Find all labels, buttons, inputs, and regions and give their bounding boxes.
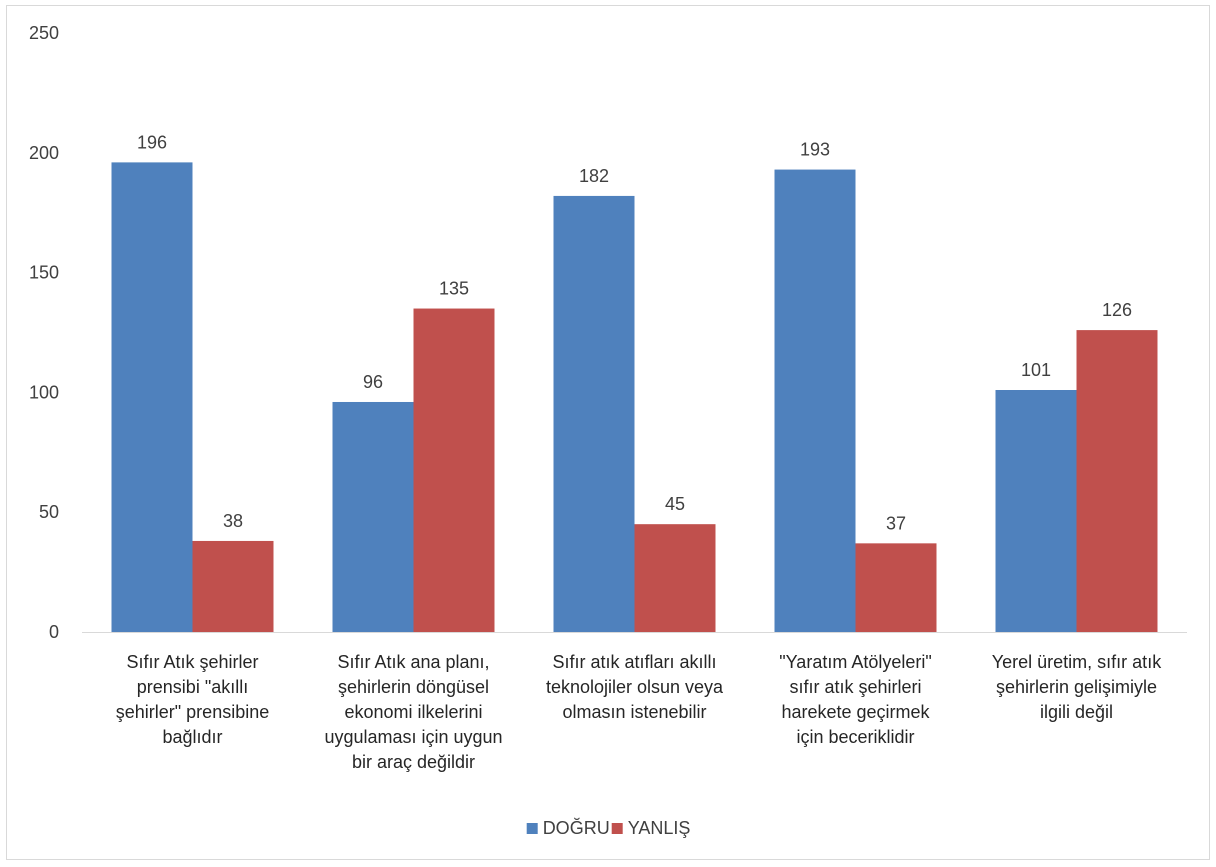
category-label-line: olmasın istenebilir (562, 702, 706, 722)
data-label-doğru-4: 101 (1021, 360, 1051, 380)
category-label-line: ilgili değil (1040, 702, 1113, 722)
category-label-2: Sıfır atık atıfları akıllı teknolojiler o… (546, 652, 724, 722)
data-label-yanliş-0: 38 (223, 511, 243, 531)
y-tick-label-2: 100 (29, 382, 59, 402)
y-tick-label-4: 200 (29, 143, 59, 163)
y-tick-label-5: 250 (29, 23, 59, 43)
legend-swatch-yanliş (611, 823, 623, 834)
category-label-line: için beceriklidir (796, 727, 914, 747)
category-label-line: şehirlerin döngüsel (338, 677, 489, 697)
category-label-0: Sıfır Atık şehirler prensibi "akıllı şehir… (116, 652, 269, 747)
category-label-3: "Yaratım Atölyeleri" sıfır atık şehirleri… (779, 652, 932, 747)
category-label-line: Sıfır atık atıfları akıllı (552, 652, 716, 672)
bar-doğru-4 (995, 390, 1077, 632)
data-label-doğru-2: 182 (579, 166, 609, 186)
data-label-yanliş-1: 135 (439, 279, 469, 299)
bar-doğru-3 (774, 169, 856, 632)
legend-label-yanliş: YANLIŞ (628, 818, 691, 838)
data-label-doğru-1: 96 (363, 372, 383, 392)
category-label-line: harekete geçirmek (781, 702, 930, 722)
data-label-yanliş-4: 126 (1102, 300, 1132, 320)
category-label-line: "Yaratım Atölyeleri" (779, 652, 932, 672)
category-label-line: bir araç değildir (352, 752, 475, 772)
category-label-line: Yerel üretim, sıfır atık (992, 652, 1162, 672)
y-tick-label-1: 50 (39, 502, 59, 522)
data-label-doğru-3: 193 (800, 140, 830, 160)
category-label-line: prensibi "akıllı (137, 677, 248, 697)
data-labels: 196 38 96 135 182 45 193 37 101 126 (137, 132, 1132, 533)
bar-doğru-1 (332, 401, 414, 632)
category-label-line: şehirler" prensibine (116, 702, 269, 722)
category-label-line: uygulaması için uygun (324, 727, 502, 747)
bar-yanliş-3 (855, 543, 937, 632)
data-label-doğru-0: 196 (137, 132, 167, 152)
bars (111, 162, 1158, 633)
data-label-yanliş-3: 37 (886, 513, 906, 533)
category-labels: Sıfır Atık şehirler prensibi "akıllı şehir… (116, 652, 1162, 772)
data-label-yanliş-2: 45 (665, 494, 685, 514)
chart-frame: 0 50 100 150 200 250 196 38 96 135 182 45 193 37 101 1… (6, 5, 1210, 860)
y-tick-label-3: 150 (29, 263, 59, 283)
bar-yanliş-1 (413, 308, 495, 632)
bar-yanliş-4 (1076, 330, 1158, 632)
category-label-line: Sıfır Atık şehirler (126, 652, 258, 672)
category-label-line: teknolojiler olsun veya (546, 677, 724, 697)
y-tick-label-0: 0 (49, 622, 59, 642)
bar-yanliş-0 (192, 540, 274, 632)
legend-swatch-doğru (526, 823, 538, 834)
category-label-line: Sıfır Atık ana planı, (337, 652, 489, 672)
legend: DOĞRU YANLIŞ (526, 817, 691, 838)
category-label-line: sıfır atık şehirleri (789, 677, 921, 697)
category-label-1: Sıfır Atık ana planı, şehirlerin döngüsel… (324, 652, 502, 772)
category-label-line: şehirlerin gelişimiyle (996, 677, 1157, 697)
bar-yanliş-2 (634, 524, 716, 632)
category-label-4: Yerel üretim, sıfır atık şehirlerin geliş… (992, 652, 1162, 722)
y-axis-ticks: 0 50 100 150 200 250 (29, 23, 59, 642)
category-label-line: bağlıdır (162, 727, 222, 747)
legend-label-doğru: DOĞRU (543, 817, 610, 838)
bar-doğru-2 (553, 195, 635, 633)
category-label-line: ekonomi ilkelerini (344, 702, 482, 722)
bar-doğru-0 (111, 162, 193, 632)
